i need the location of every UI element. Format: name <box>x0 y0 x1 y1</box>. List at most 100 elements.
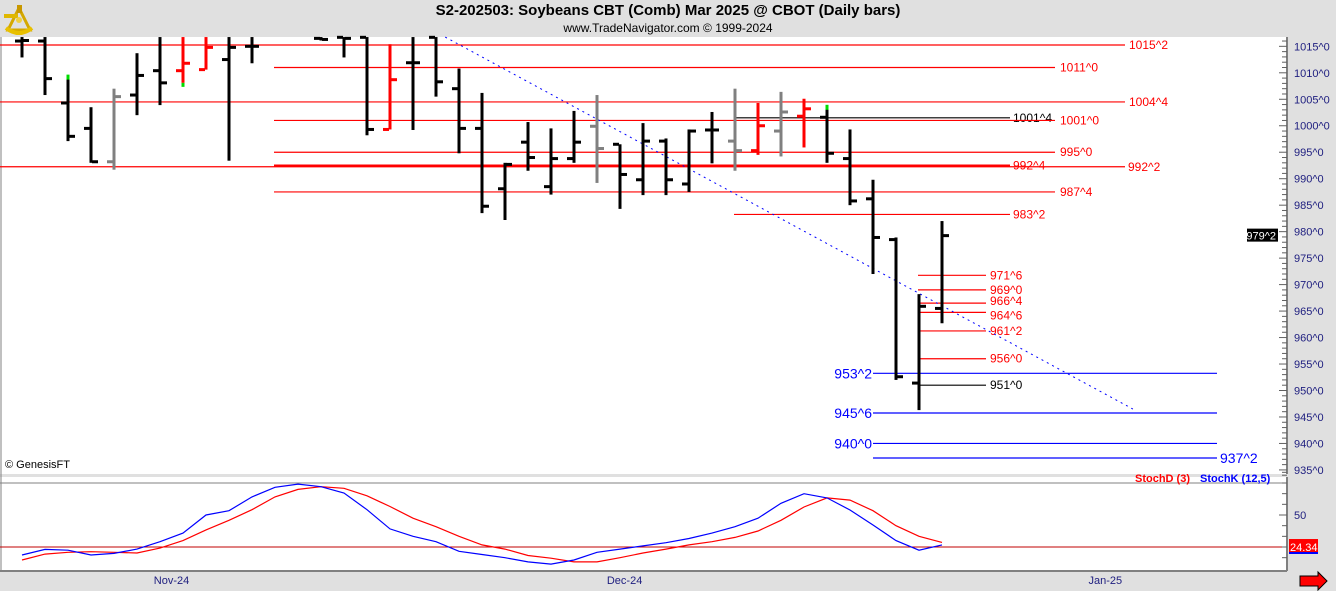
bar-open-tick <box>245 44 251 48</box>
ohlc-bar[interactable] <box>590 95 604 183</box>
bar-close-tick <box>506 162 512 166</box>
bar-range <box>319 37 323 41</box>
ohlc-bar[interactable] <box>544 128 558 195</box>
level-label: 953^2 <box>834 365 872 381</box>
level-label: 956^0 <box>990 352 1023 366</box>
ohlc-bar[interactable] <box>314 36 328 41</box>
ohlc-bar[interactable] <box>61 74 75 142</box>
last-price-box <box>1247 228 1278 242</box>
ohlc-bar[interactable] <box>705 111 719 164</box>
ohlc-bar[interactable] <box>475 92 489 214</box>
ohlc-bar[interactable] <box>820 104 834 163</box>
bar-open-tick <box>567 157 573 161</box>
scroll-right-arrow-icon[interactable] <box>1299 570 1328 591</box>
bar-open-tick <box>613 142 619 146</box>
y-tick-label: 985^0 <box>1294 200 1324 212</box>
bar-close-tick <box>575 140 581 144</box>
ohlc-bar[interactable] <box>84 107 98 164</box>
ohlc-bar[interactable] <box>429 35 443 97</box>
sextant-logo-icon <box>2 2 36 41</box>
ohlc-bar[interactable] <box>728 88 742 171</box>
ohlc-bar[interactable] <box>521 122 535 171</box>
y-tick-label: 955^0 <box>1294 359 1324 371</box>
level-label: 992^4 <box>1013 158 1046 172</box>
bar-open-tick <box>843 157 849 161</box>
ohlc-bar[interactable] <box>245 37 259 64</box>
ohlc-bar[interactable] <box>383 44 397 131</box>
ohlc-bar[interactable] <box>406 37 420 130</box>
bar-open-tick <box>590 124 596 128</box>
stochd-line[interactable] <box>21 486 943 563</box>
ohlc-bar[interactable] <box>889 237 903 380</box>
ohlc-bar[interactable] <box>613 142 627 209</box>
ohlc-bar[interactable] <box>130 53 144 116</box>
bar-range <box>135 53 139 116</box>
ohlc-bar[interactable] <box>222 37 236 161</box>
stoch-pane[interactable] <box>0 477 1287 571</box>
price-pane[interactable] <box>0 37 1287 474</box>
bar-open-tick <box>452 87 458 91</box>
bar-close-tick <box>92 160 98 164</box>
ohlc-bar[interactable] <box>751 102 765 155</box>
ohlc-bar[interactable] <box>797 98 811 148</box>
bar-open-tick <box>337 35 343 39</box>
level-label: 1011^0 <box>1060 61 1098 75</box>
ohlc-bar[interactable] <box>774 91 788 157</box>
bar-close-tick <box>920 304 926 308</box>
ohlc-bar[interactable] <box>843 129 857 206</box>
ohlc-bar[interactable] <box>636 123 650 196</box>
bar-close-tick <box>690 129 696 133</box>
bar-open-tick <box>475 126 481 130</box>
ohlc-bar[interactable] <box>15 37 29 58</box>
bar-range <box>204 37 208 70</box>
bar-range <box>112 88 116 170</box>
bar-close-tick <box>230 45 236 49</box>
y-tick-label: 940^0 <box>1294 438 1324 450</box>
ohlc-bar[interactable] <box>498 162 512 220</box>
stochk-line[interactable] <box>21 483 943 565</box>
ohlc-bar[interactable] <box>153 37 167 106</box>
legend-stochd: StochD (3) <box>1135 473 1190 485</box>
level-label: 937^2 <box>1220 450 1258 466</box>
ohlc-bar[interactable] <box>912 294 926 411</box>
bar-range <box>480 92 484 214</box>
y-tick-label: 950^0 <box>1294 385 1324 397</box>
ohlc-bar[interactable] <box>107 88 121 170</box>
level-label: 964^6 <box>990 308 1023 322</box>
bar-tip-marker <box>825 104 829 110</box>
level-label: 1001^4 <box>1013 111 1052 125</box>
bar-range <box>158 37 162 106</box>
trendline[interactable] <box>444 36 1134 410</box>
ohlc-bar[interactable] <box>176 37 190 87</box>
y-tick-label: 980^0 <box>1294 227 1324 239</box>
level-label: 940^0 <box>834 435 872 451</box>
bar-open-tick <box>38 39 44 43</box>
bar-open-tick <box>314 36 320 40</box>
bar-range <box>43 37 47 96</box>
ohlc-bar[interactable] <box>337 35 351 58</box>
ohlc-bar[interactable] <box>38 37 52 96</box>
bar-open-tick <box>774 129 780 133</box>
ohlc-bar[interactable] <box>682 129 696 192</box>
ohlc-bar[interactable] <box>567 110 581 163</box>
copyright-label: © GenesisFT <box>5 459 70 471</box>
bar-range <box>940 221 944 324</box>
bar-range <box>687 129 691 192</box>
ohlc-bar[interactable] <box>360 35 374 136</box>
y-tick-label: 995^0 <box>1294 147 1324 159</box>
bar-open-tick <box>751 149 757 153</box>
bar-range <box>595 95 599 183</box>
ohlc-bar[interactable] <box>866 179 880 275</box>
bar-close-tick <box>874 235 880 239</box>
ohlc-bar[interactable] <box>935 221 949 324</box>
y-tick-label: 935^0 <box>1294 465 1324 477</box>
stoch-value-box <box>1289 539 1318 554</box>
ohlc-bar[interactable] <box>659 138 673 196</box>
level-label: 969^0 <box>990 283 1023 297</box>
bar-range <box>549 128 553 195</box>
ohlc-bar[interactable] <box>452 68 466 154</box>
bar-open-tick <box>84 126 90 130</box>
bar-range <box>388 44 392 130</box>
bar-close-tick <box>69 134 75 138</box>
ohlc-bar[interactable] <box>199 37 213 72</box>
